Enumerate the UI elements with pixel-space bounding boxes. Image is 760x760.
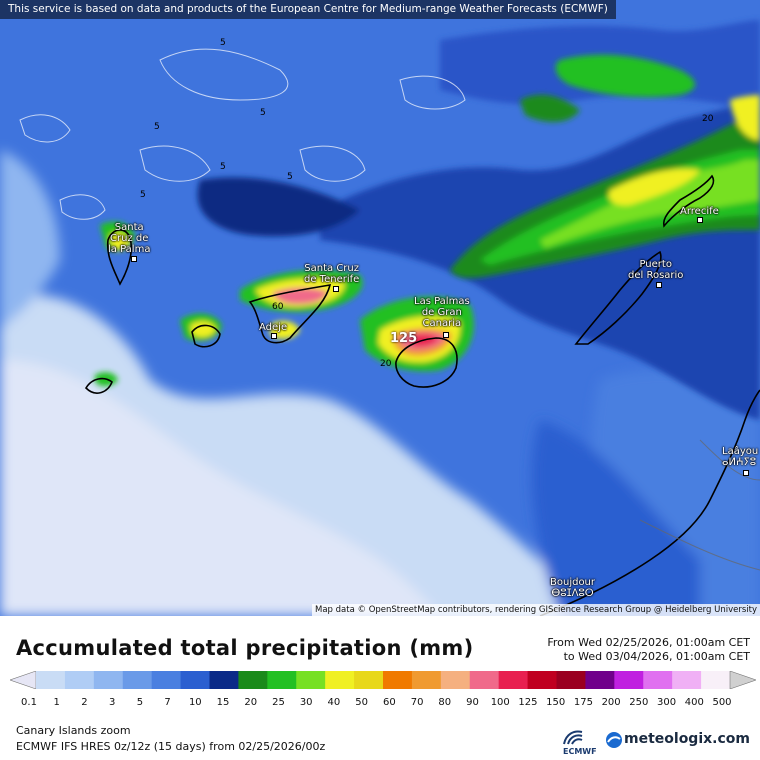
colorbar-segment xyxy=(527,671,557,689)
contour-label: 20 xyxy=(702,114,714,124)
city-marker xyxy=(743,470,749,476)
service-note: This service is based on data and produc… xyxy=(0,0,616,19)
colorbar-tick-label: 500 xyxy=(712,697,732,708)
colorbar-segment xyxy=(64,671,95,689)
meteologix-logo-icon[interactable] xyxy=(605,731,623,749)
city-label-las-palmas: Las Palmas de Gran Canaria xyxy=(414,296,470,329)
ecmwf-logo-text: ECMWF xyxy=(563,747,597,756)
city-label-laayoune: Laâyou ⴰⵍⵄⵢⵓ xyxy=(722,446,759,468)
city-label-puerto-del-rosario: Puerto del Rosario xyxy=(628,259,684,281)
colorbar-tick-label: 20 xyxy=(244,697,258,708)
colorbar-segment xyxy=(151,671,182,689)
colorbar-segment xyxy=(643,671,673,689)
contour-label: 5 xyxy=(287,172,293,182)
colorbar xyxy=(10,671,756,689)
colorbar-tick-label: 175 xyxy=(573,697,593,708)
contour-label: 5 xyxy=(220,162,226,172)
colorbar-segment xyxy=(180,671,210,689)
colorbar-tick-label: 15 xyxy=(216,697,230,708)
colorbar-tick-label: 7 xyxy=(164,697,171,708)
colorbar-segment xyxy=(672,671,702,689)
colorbar-tick-label: 1 xyxy=(53,697,60,708)
colorbar-tick-label: 40 xyxy=(327,697,341,708)
colorbar-segment xyxy=(354,671,384,689)
city-marker xyxy=(333,286,339,292)
colorbar-segment xyxy=(556,671,586,689)
colorbar-segment xyxy=(585,671,615,689)
contour-label: 5 xyxy=(154,122,160,132)
city-marker xyxy=(131,256,137,262)
colorbar-tick-label: 300 xyxy=(657,697,677,708)
region-label: Canary Islands zoom xyxy=(16,724,131,737)
colorbar-segment xyxy=(296,671,326,689)
contour-label: 5 xyxy=(260,108,266,118)
map-canvas xyxy=(0,0,760,616)
city-label-santa-cruz-de-la-palma: Santa Cruz de la Palma xyxy=(108,222,151,255)
city-label-adeje: Adeje xyxy=(259,322,288,333)
colorbar-segment xyxy=(440,671,471,689)
colorbar-tip-low xyxy=(10,671,37,689)
colorbar-segment xyxy=(238,671,268,689)
colorbar-segment xyxy=(93,671,124,689)
light-precip-area xyxy=(0,150,760,616)
colorbar-tick-label: 50 xyxy=(355,697,368,708)
map-attribution[interactable]: Map data © OpenStreetMap contributors, r… xyxy=(312,604,760,616)
colorbar-tick-label: 25 xyxy=(272,697,285,708)
contour-label: 5 xyxy=(220,38,226,48)
ecmwf-logo-icon[interactable] xyxy=(560,726,594,756)
precipitation-map[interactable]: This service is based on data and produc… xyxy=(0,0,760,616)
colorbar-tick-label: 150 xyxy=(546,697,566,708)
date-from: From Wed 02/25/2026, 01:00am CET xyxy=(547,636,750,649)
model-info: ECMWF IFS HRES 0z/12z (15 days) from 02/… xyxy=(16,740,326,753)
colorbar-tick-label: 10 xyxy=(188,697,202,708)
city-marker xyxy=(697,217,703,223)
colorbar-segment xyxy=(36,671,66,689)
city-label-boujdour: Boujdour ⴱⵓⵊⴷⵓⵔ xyxy=(550,577,596,599)
city-label-arrecife: Arrecife xyxy=(680,206,719,217)
contour-label: 60 xyxy=(272,302,284,312)
city-label-santa-cruz-de-tenerife: Santa Cruz de Tenerife xyxy=(304,263,360,285)
city-marker xyxy=(656,282,662,288)
colorbar-tick-label: 60 xyxy=(382,697,396,708)
colorbar-tick-label: 200 xyxy=(601,697,621,708)
colorbar-tick-label: 0.1 xyxy=(21,697,37,708)
coastlines xyxy=(84,174,760,616)
colorbar-tick-label: 125 xyxy=(518,697,538,708)
colorbar-segment xyxy=(614,671,644,689)
borders xyxy=(639,439,760,571)
contour-label: 5 xyxy=(140,190,146,200)
colorbar-segment xyxy=(411,671,442,689)
date-range: From Wed 02/25/2026, 01:00am CET to Wed … xyxy=(547,636,750,664)
colorbar-tick-label: 100 xyxy=(490,697,510,708)
contour-label: 125 xyxy=(390,331,418,346)
colorbar-tick-label: 5 xyxy=(136,697,144,708)
colorbar-segment xyxy=(498,671,529,689)
meteologix-brand[interactable]: meteologix.com xyxy=(624,731,750,747)
colorbar-tick-label: 90 xyxy=(466,697,479,708)
colorbar-segment xyxy=(325,671,355,689)
colorbar-tick-label: 30 xyxy=(299,697,313,708)
colorbar-segment xyxy=(209,671,239,689)
colorbar-segment xyxy=(122,671,153,689)
city-marker xyxy=(443,332,449,338)
colorbar-tick-label: 400 xyxy=(684,697,704,708)
heavy-precip-area xyxy=(95,54,760,387)
colorbar-tick-label: 70 xyxy=(410,697,424,708)
contour-lines xyxy=(19,48,466,220)
colorbar-tick-label: 250 xyxy=(629,697,649,708)
colorbar-tick-label: 80 xyxy=(438,697,452,708)
contour-label: 20 xyxy=(380,359,392,369)
colorbar-tick-label: 2 xyxy=(81,697,88,708)
city-marker xyxy=(271,333,277,339)
colorbar-segment xyxy=(267,671,297,689)
colorbar-segment xyxy=(469,671,500,689)
colorbar-segment xyxy=(383,671,413,689)
colorbar-tip-high xyxy=(729,671,756,689)
date-to: to Wed 03/04/2026, 01:00am CET xyxy=(563,650,750,663)
colorbar-segment xyxy=(701,671,731,689)
colorbar-tick-label: 3 xyxy=(108,697,116,708)
legend-title: Accumulated total precipitation (mm) xyxy=(16,636,474,660)
